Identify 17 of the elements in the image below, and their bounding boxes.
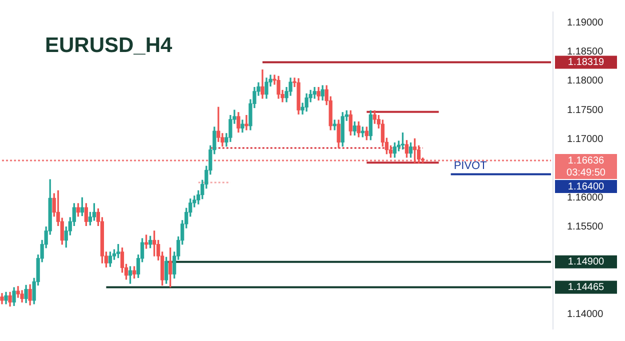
y-tick-label: 1.18000 bbox=[567, 76, 604, 87]
y-tick-label: 1.19000 bbox=[567, 17, 604, 28]
y-tick-label: 1.14000 bbox=[567, 309, 604, 320]
data-label: 1.14900 bbox=[568, 256, 605, 268]
text: EURUSD_H4 bbox=[45, 34, 172, 58]
y-tick-label: 1.15500 bbox=[567, 222, 604, 233]
data-label: 1.14465 bbox=[568, 282, 605, 294]
y-tick-label: 1.17500 bbox=[567, 104, 604, 116]
y-tick-label: 1.17000 bbox=[567, 134, 604, 146]
data-label: 1.16636 bbox=[568, 155, 605, 166]
data-label: 1.16400 bbox=[568, 181, 605, 192]
y-tick-label: 1.18500 bbox=[567, 46, 604, 58]
series-label: PIVOT bbox=[454, 160, 488, 172]
y-tick-label: 1.16000 bbox=[567, 192, 604, 204]
candlestick bbox=[244, 115, 248, 130]
text: 03:49:50 bbox=[566, 167, 606, 178]
data-label: 1.18319 bbox=[568, 57, 605, 68]
